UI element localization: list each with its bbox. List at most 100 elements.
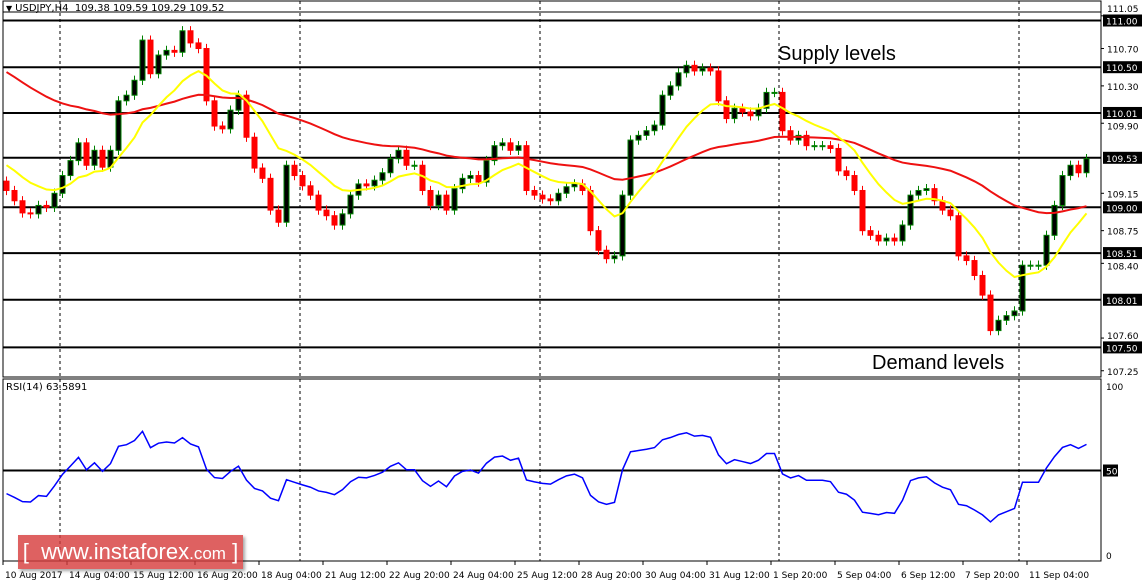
chart-header: ▼ USDJPY,H4 109.38 109.59 109.29 109.52 xyxy=(6,3,224,14)
candle xyxy=(171,45,178,57)
candle-body xyxy=(859,189,866,232)
rsi-tick-label: 50 xyxy=(1106,468,1118,478)
candle-body xyxy=(299,175,306,187)
candle-body xyxy=(211,100,218,127)
candle-body xyxy=(915,189,922,196)
candle xyxy=(219,121,226,134)
candle xyxy=(283,160,290,227)
price-tick-label: 108.75 xyxy=(1107,228,1139,238)
candle xyxy=(683,60,690,78)
candle xyxy=(1059,170,1066,211)
candle-body xyxy=(827,145,834,149)
candle xyxy=(987,290,994,336)
candle xyxy=(259,163,266,184)
time-tick-label: 5 Sep 04:00 xyxy=(837,571,892,581)
candle-body xyxy=(67,160,74,177)
candle xyxy=(627,135,634,200)
watermark-site: www.instaforex xyxy=(41,539,190,564)
demand-levels-annotation: Demand levels xyxy=(872,352,1005,374)
level-price-tag xyxy=(1103,151,1142,164)
candle-body xyxy=(595,230,602,251)
candle xyxy=(771,87,778,98)
candle-body xyxy=(1027,264,1034,267)
candle xyxy=(35,200,42,219)
candle xyxy=(195,38,202,54)
candle-body xyxy=(707,67,714,72)
candle xyxy=(859,185,866,236)
dropdown-triangle-icon[interactable]: ▼ xyxy=(6,4,13,13)
candle xyxy=(803,130,810,151)
candle-body xyxy=(227,109,234,130)
candle-body xyxy=(691,64,698,72)
candle xyxy=(1003,310,1010,325)
candle-body xyxy=(931,188,938,202)
candle-body xyxy=(139,39,146,81)
candle-body xyxy=(1043,234,1050,266)
candle-body xyxy=(563,186,570,194)
candle-body xyxy=(699,67,706,72)
candle xyxy=(955,211,962,261)
rsi-line xyxy=(6,429,1087,523)
candle-body xyxy=(1011,310,1018,317)
candle-body xyxy=(403,149,410,166)
candle-body xyxy=(131,79,138,96)
candle-body xyxy=(587,189,594,232)
candle-body xyxy=(515,145,522,151)
price-tick-label: 107.60 xyxy=(1107,332,1139,342)
candle xyxy=(403,145,410,170)
candle-body xyxy=(995,319,1002,332)
price-tick-label: 111.05 xyxy=(1107,5,1139,15)
candle xyxy=(227,105,234,134)
candle xyxy=(11,185,18,206)
candle-body xyxy=(835,147,842,172)
time-tick-label: 15 Aug 12:00 xyxy=(133,571,194,581)
ohlc-readout: 109.38 109.59 109.29 109.52 xyxy=(74,3,225,14)
candle-body xyxy=(43,204,50,208)
candle xyxy=(499,138,506,151)
candle-body xyxy=(619,194,626,257)
candle-body xyxy=(683,64,690,74)
candle xyxy=(995,315,1002,336)
time-tick-label: 7 Sep 20:00 xyxy=(965,571,1020,581)
candle-body xyxy=(851,175,858,191)
candle-body xyxy=(923,188,930,191)
candle-body xyxy=(955,215,962,257)
candle xyxy=(43,200,50,212)
candle xyxy=(883,233,890,246)
candle-body xyxy=(195,42,202,50)
candle xyxy=(379,168,386,185)
candle xyxy=(843,166,850,181)
candle xyxy=(547,194,554,206)
candle-body xyxy=(59,175,66,194)
time-tick-label: 21 Aug 12:00 xyxy=(325,571,386,581)
candle-body xyxy=(499,142,506,147)
candle-body xyxy=(331,215,338,226)
candle xyxy=(891,233,898,246)
candle-body xyxy=(83,142,90,166)
slow-moving-average-line xyxy=(5,71,1087,215)
candle xyxy=(635,130,642,145)
candle xyxy=(851,170,858,196)
candle xyxy=(99,145,106,172)
candle-body xyxy=(779,91,786,132)
candle xyxy=(299,170,306,191)
candle xyxy=(147,35,154,79)
candle-body xyxy=(547,198,554,202)
candle xyxy=(603,245,610,264)
candle xyxy=(915,185,922,200)
level-price-tag xyxy=(1103,341,1142,354)
candle-body xyxy=(483,160,490,183)
candle-body xyxy=(243,94,250,138)
candle xyxy=(435,190,442,211)
candle-body xyxy=(115,100,122,151)
candle xyxy=(27,208,34,219)
candle xyxy=(563,182,570,198)
price-tick-label: 110.30 xyxy=(1107,83,1139,93)
candle xyxy=(251,132,258,173)
candle xyxy=(155,50,162,79)
candle xyxy=(835,143,842,176)
candle-body xyxy=(379,172,386,181)
candle xyxy=(811,140,818,151)
candle-body xyxy=(899,224,906,242)
